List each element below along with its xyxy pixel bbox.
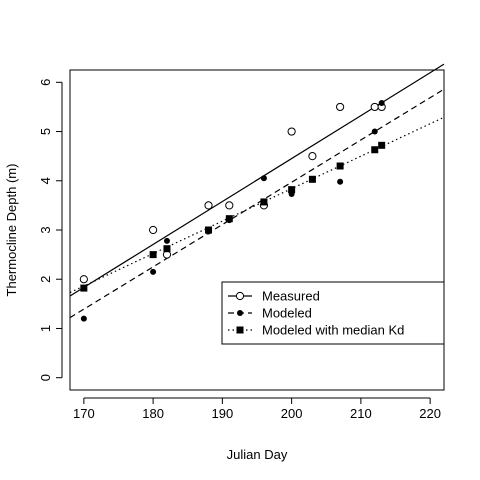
point-open-circle: [287, 127, 296, 136]
y-axis-title: Thermocline Depth (m): [4, 164, 19, 297]
y-tick-label: 4: [38, 177, 53, 184]
point-open-circle: [79, 275, 88, 284]
point-filled-square: [163, 245, 171, 253]
point-filled-circle: [150, 268, 157, 275]
point-open-circle: [308, 152, 317, 161]
fit-line-filled-circle: [69, 88, 445, 319]
legend-marker: [236, 326, 244, 334]
x-axis-title: Julian Day: [227, 447, 288, 462]
point-open-circle: [204, 201, 213, 210]
point-open-circle: [370, 102, 379, 112]
point-open-circle: [149, 225, 158, 235]
point-open-circle: [336, 102, 345, 112]
point-filled-circle: [163, 237, 170, 244]
x-tick-label: 170: [73, 406, 95, 421]
y-tick-label: 6: [38, 79, 53, 86]
point-open-circle: [225, 201, 234, 210]
data-points: [79, 99, 386, 322]
legend-entry-label: Modeled: [262, 306, 312, 321]
point-filled-circle: [80, 315, 87, 322]
legend-entry-label: Measured: [262, 289, 320, 304]
y-tick-label: 5: [38, 128, 53, 135]
point-filled-circle: [337, 178, 344, 185]
point-filled-square: [336, 162, 344, 170]
y-tick-label: 0: [38, 374, 53, 381]
point-filled-square: [260, 198, 268, 206]
x-tick-label: 180: [142, 406, 164, 421]
point-filled-square: [371, 146, 379, 154]
point-filled-square: [308, 175, 316, 183]
legend-box: [221, 281, 445, 345]
x-tick-label: 220: [419, 406, 441, 421]
point-filled-square: [378, 141, 386, 149]
legend: Measured Modeled Modeled with median Kd: [221, 281, 445, 345]
x-tick-label: 190: [212, 406, 234, 421]
point-filled-circle: [260, 175, 267, 182]
x-tick-label: 200: [281, 406, 303, 421]
point-filled-circle: [378, 99, 385, 106]
point-filled-square: [288, 186, 296, 194]
legend-marker: [235, 291, 245, 301]
x-tick-label: 210: [350, 406, 372, 421]
point-filled-square: [80, 284, 88, 292]
plot-frame: [69, 69, 445, 391]
y-tick-label: 2: [38, 276, 53, 283]
fit-line-filled-square: [69, 116, 445, 294]
y-tick-label: 1: [38, 325, 53, 332]
x-axis: 170 180 190 200 210 220: [73, 397, 441, 421]
y-axis: 0 1 2 3 4 5 6: [38, 79, 63, 381]
point-filled-circle: [371, 128, 378, 135]
point-filled-square: [205, 226, 213, 234]
point-filled-square: [225, 215, 233, 223]
point-filled-square: [149, 251, 157, 259]
legend-marker: [237, 310, 243, 316]
legend-entry-label: Modeled with median Kd: [262, 323, 404, 338]
y-tick-label: 3: [38, 226, 53, 233]
